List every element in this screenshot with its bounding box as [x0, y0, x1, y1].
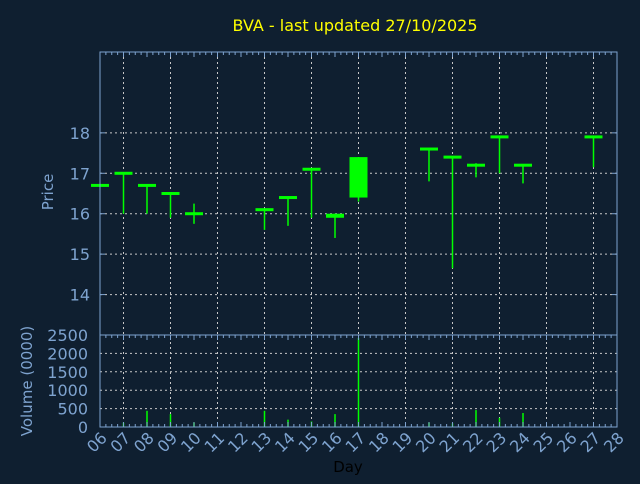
candle-body — [584, 135, 603, 139]
volume-tick-label: 1500 — [47, 363, 88, 382]
volume-tick-label: 0 — [78, 418, 88, 437]
volume-tick-label: 1000 — [47, 381, 88, 400]
candle-body — [349, 157, 368, 198]
x-tick-label: 28 — [600, 428, 628, 456]
candle-body — [185, 212, 203, 216]
volume-tick-label: 2000 — [47, 344, 88, 363]
candle-body — [420, 147, 438, 151]
candle-body — [490, 135, 509, 139]
x-axis-label: Day — [333, 458, 363, 476]
candle-body — [255, 208, 274, 212]
candle-body — [326, 213, 344, 218]
volume-tick-label: 2500 — [47, 326, 88, 345]
price-tick-label: 16 — [70, 205, 90, 224]
volume-axis-label: Volume (0000) — [18, 326, 36, 436]
chart-title: BVA - last updated 27/10/2025 — [232, 16, 477, 35]
price-tick-label: 14 — [70, 286, 90, 305]
price-tick-label: 17 — [70, 164, 90, 183]
volume-tick-label: 500 — [57, 400, 88, 419]
candle-body — [138, 183, 156, 187]
candle-body — [514, 163, 532, 167]
price-axis-label: Price — [39, 174, 57, 211]
price-tick-label: 18 — [70, 124, 90, 143]
candle-body — [443, 155, 462, 159]
candle-body — [467, 163, 485, 167]
candle-body — [279, 196, 297, 200]
price-tick-label: 15 — [70, 245, 90, 264]
candle-body — [302, 167, 321, 171]
candle-body — [161, 192, 180, 195]
candle-body — [114, 171, 133, 175]
